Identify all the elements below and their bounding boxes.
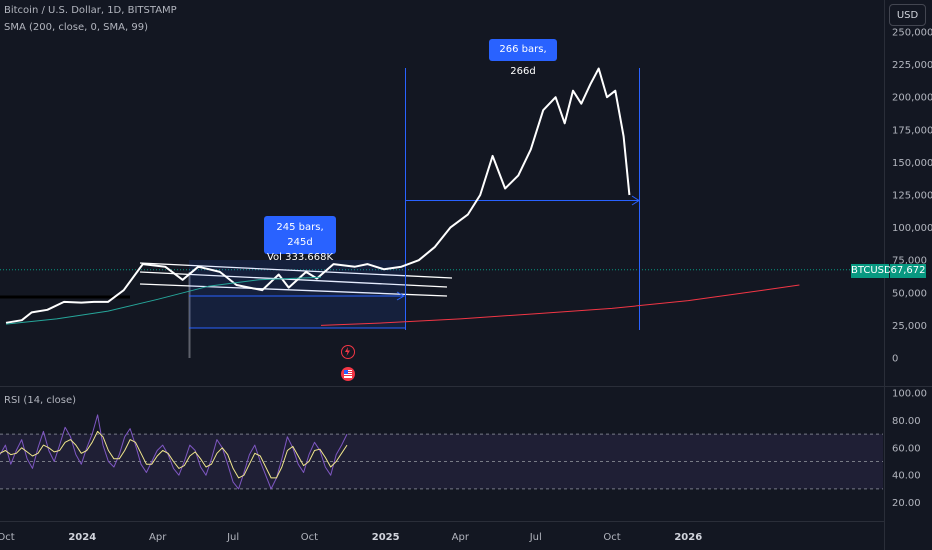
x-tick-label: Oct — [603, 532, 620, 543]
x-tick-label: 2024 — [68, 532, 96, 543]
rsi-y-tick-label: 20.00 — [892, 498, 921, 509]
y-tick-label: 125,000 — [892, 191, 932, 202]
us-flag-event-icon[interactable] — [341, 367, 355, 381]
channel-line — [139, 283, 448, 297]
y-tick-label: 250,000 — [892, 28, 932, 39]
measure-box-2-bars: 266 bars, 266d — [499, 44, 547, 77]
rsi-y-tick-label: 100.00 — [892, 389, 927, 400]
y-tick-label: 225,000 — [892, 60, 932, 71]
sma-legend: SMA (200, close, 0, SMA, 99) — [4, 22, 148, 33]
price-line — [5, 67, 631, 324]
x-tick-label: Oct — [0, 532, 15, 543]
measure-box-1[interactable]: 245 bars, 245d Vol 333.668K — [264, 216, 336, 263]
symbol-legend: Bitcoin / U.S. Dollar, 1D, BITSTAMP — [4, 5, 177, 16]
x-tick-label: Jul — [529, 532, 542, 543]
x-tick-label: 2025 — [372, 532, 400, 543]
y-tick-label: 0 — [892, 354, 898, 365]
x-tick-label: Jul — [226, 532, 239, 543]
symbol-tag: BTCUSD — [851, 264, 892, 278]
rsi-ma-line — [0, 430, 348, 479]
rsi-y-tick-label: 60.00 — [892, 443, 921, 454]
flash-event-icon[interactable] — [341, 345, 355, 359]
y-tick-label: 175,000 — [892, 125, 932, 136]
currency-button[interactable]: USD — [889, 4, 926, 26]
x-tick-label: Oct — [301, 532, 318, 543]
last-price-tag: 67,672 — [890, 264, 926, 278]
y-tick-label: 25,000 — [892, 321, 927, 332]
sma-line-projection — [320, 284, 800, 326]
measure-box-2[interactable]: 266 bars, 266d — [489, 39, 557, 77]
measure-range-1-arrowhead — [396, 291, 406, 301]
x-tick-label: 2026 — [674, 532, 702, 543]
measure-box-1-volume: Vol 333.668K — [266, 252, 334, 263]
rsi-y-tick-label: 40.00 — [892, 471, 921, 482]
y-tick-label: 150,000 — [892, 158, 932, 169]
y-tick-label: 200,000 — [892, 93, 932, 104]
x-tick-label: Apr — [149, 532, 167, 543]
sma-line-history — [5, 276, 322, 325]
y-tick-label: 100,000 — [892, 223, 932, 234]
measure-range-2-arrowhead — [631, 195, 640, 206]
rsi-y-tick-label: 80.00 — [892, 416, 921, 427]
x-tick-label: Apr — [452, 532, 470, 543]
measure-range-1-fill — [189, 260, 405, 328]
rsi-band-fill — [0, 434, 883, 489]
channel-line — [139, 271, 448, 288]
y-tick-label: 50,000 — [892, 288, 927, 299]
rsi-legend: RSI (14, close) — [4, 395, 77, 406]
y-tick-label: 75,000 — [892, 256, 927, 267]
channel-line — [139, 262, 453, 279]
measure-box-1-bars: 245 bars, 245d — [276, 222, 324, 248]
